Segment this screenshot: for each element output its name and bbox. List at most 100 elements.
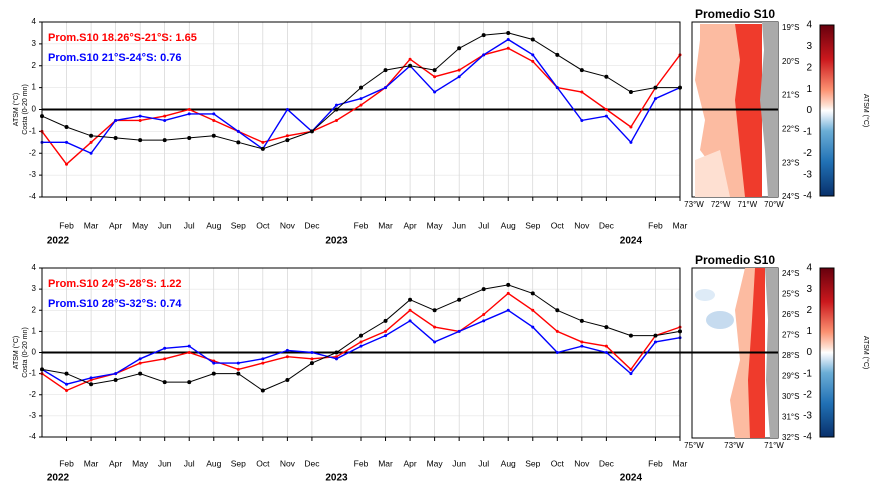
colorbar-tick-label: -3 — [803, 169, 812, 180]
series-point — [310, 351, 314, 354]
series-point — [653, 340, 657, 344]
series-point — [285, 134, 289, 138]
series-point — [89, 382, 94, 387]
series-point — [359, 85, 363, 90]
lat-label: 22°S — [782, 125, 799, 134]
x-tick-label: Oct — [256, 220, 270, 230]
series-point — [457, 46, 462, 51]
series-point — [138, 361, 142, 365]
series-point — [653, 97, 657, 101]
colorbar-tick-label: -1 — [803, 368, 812, 379]
series-point — [163, 114, 167, 118]
map-title: Promedio S10 — [695, 7, 775, 21]
x-tick-label: Sep — [231, 458, 246, 468]
series-point — [359, 333, 363, 338]
y-tick-label: 0 — [32, 348, 37, 357]
series-point — [64, 125, 69, 129]
x-tick-label: Jun — [452, 220, 466, 230]
plot-frame — [41, 21, 681, 198]
y-tick-label: 3 — [32, 39, 37, 48]
series-point — [114, 118, 118, 122]
y-tick-label: -1 — [29, 369, 37, 378]
colorbar-tick-label: 0 — [806, 105, 812, 116]
lon-label: 70°W — [764, 200, 784, 209]
series-point — [629, 140, 633, 144]
series-point — [506, 282, 511, 287]
x-tick-label: May — [132, 220, 149, 230]
series-point — [604, 108, 608, 111]
series-point — [408, 63, 413, 68]
colorbar-tick-label: 2 — [806, 305, 812, 316]
lon-label: 71°W — [764, 441, 784, 450]
series-point — [580, 118, 584, 122]
series-point — [163, 346, 167, 350]
series-point — [604, 114, 608, 118]
series-point — [260, 388, 265, 393]
x-tick-label: Oct — [256, 458, 270, 468]
series-point — [334, 357, 338, 361]
series-point — [604, 344, 608, 348]
x-tick-label: Mar — [378, 458, 393, 468]
series-point — [555, 52, 560, 57]
x-tick-label: Dec — [304, 458, 320, 468]
x-tick-label: May — [132, 458, 149, 468]
series-point — [65, 162, 69, 166]
series-point — [334, 350, 339, 355]
series-point — [531, 325, 535, 329]
series-point — [629, 372, 633, 376]
x-tick-label: May — [427, 220, 444, 230]
lon-label: 72°W — [711, 200, 731, 209]
lat-label: 24°S — [782, 192, 799, 201]
series-point — [89, 140, 93, 144]
x-tick-label: Nov — [574, 458, 590, 468]
series-point — [212, 359, 216, 363]
series-point — [334, 107, 339, 112]
series-point — [579, 318, 584, 323]
series-point — [629, 367, 633, 371]
series-point — [138, 114, 142, 118]
series-point — [408, 308, 412, 312]
series-point — [285, 108, 289, 111]
x-tick-label: Mar — [673, 220, 688, 230]
series-point — [138, 118, 142, 122]
y-axis-label: ATSM (°C) — [12, 336, 20, 369]
x-tick-label: May — [427, 458, 444, 468]
series-point — [408, 319, 412, 323]
series-point — [629, 125, 633, 129]
x-tick-label: Jul — [184, 458, 195, 468]
x-tick-label: Aug — [206, 220, 221, 230]
y-tick-label: 2 — [32, 305, 37, 314]
series-point — [187, 135, 192, 140]
x-tick-label: Apr — [403, 458, 416, 468]
series-point — [113, 135, 118, 140]
series-point — [482, 53, 486, 57]
y-tick-label: -4 — [29, 192, 37, 201]
x-tick-label: Mar — [84, 220, 99, 230]
colorbar-tick-label: 0 — [806, 347, 812, 358]
series-point — [236, 361, 240, 365]
lat-label: 29°S — [782, 372, 799, 381]
colorbar-tick-label: -2 — [803, 389, 812, 400]
x-tick-label: Jul — [184, 220, 195, 230]
series-point — [89, 378, 93, 382]
year-label: 2024 — [620, 473, 643, 484]
series-point — [457, 75, 461, 79]
x-tick-label: Feb — [59, 220, 74, 230]
x-tick-label: Jul — [478, 458, 489, 468]
series-point — [285, 355, 289, 359]
x-tick-label: Jun — [158, 220, 172, 230]
series-point — [113, 377, 118, 382]
colorbar-tick-label: 1 — [806, 326, 812, 337]
series-point — [530, 291, 535, 296]
series-point — [162, 138, 167, 143]
colorbar-tick-label: 1 — [806, 84, 812, 95]
series-point — [89, 376, 93, 380]
series-point — [310, 357, 314, 361]
colorbar-tick-label: 3 — [806, 284, 812, 295]
lat-label: 20°S — [782, 57, 799, 66]
x-tick-label: Aug — [501, 220, 516, 230]
legend-entry: Prom.S10 28°S-32°S: 0.74 — [48, 298, 182, 310]
series-point — [555, 351, 559, 354]
y-tick-label: -4 — [29, 432, 37, 441]
